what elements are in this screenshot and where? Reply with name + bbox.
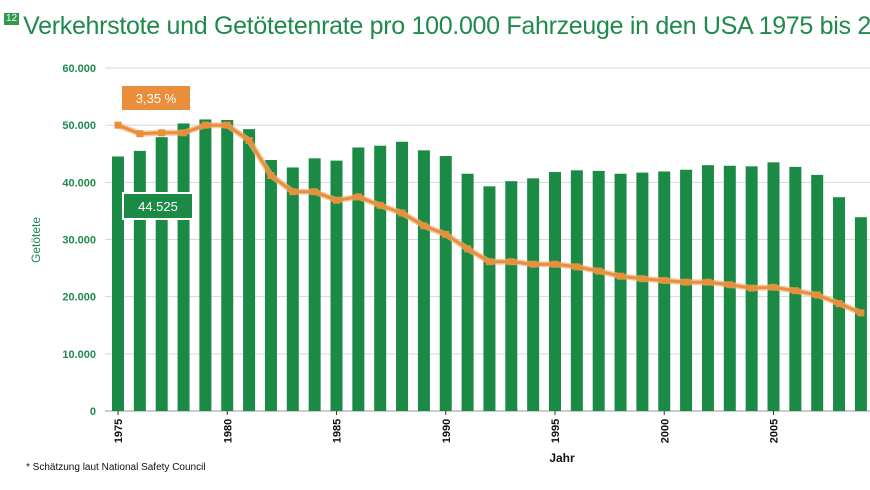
y-tick-label: 0: [90, 406, 96, 418]
bar: [199, 119, 212, 411]
bar: [221, 120, 234, 411]
x-tick-label: 1995: [550, 419, 562, 443]
rate-point: [726, 281, 734, 289]
rate-point: [267, 172, 275, 180]
chart-title: Verkehrstote und Getötetenrate pro 100.0…: [23, 12, 870, 40]
bar: [549, 172, 561, 411]
bar-callout-box: [122, 192, 194, 220]
bar: [636, 172, 649, 411]
rate-point: [813, 291, 821, 299]
rate-point: [201, 121, 209, 129]
rate-point: [245, 137, 253, 145]
x-tick-label: 2005: [769, 419, 781, 443]
bar-callout-label: 44.525: [138, 199, 178, 214]
rate-point: [289, 188, 297, 196]
rate-point: [770, 283, 777, 291]
rate-point: [529, 260, 537, 268]
bar: [112, 156, 124, 411]
rate-callout-box: [122, 86, 190, 110]
bar: [505, 181, 518, 411]
x-tick-label: 1975: [113, 419, 125, 443]
rate-point: [551, 260, 559, 268]
bar: [439, 156, 452, 411]
rate-point: [333, 196, 340, 204]
rate-point: [704, 278, 712, 286]
rate-point: [573, 263, 581, 271]
rate-point: [835, 299, 843, 307]
bar: [592, 170, 605, 411]
title-row: 12 Verkehrstote und Getötetenrate pro 10…: [4, 8, 870, 48]
rate-callout-label: 3,35 %: [136, 91, 177, 106]
bar: [614, 173, 627, 411]
bar: [701, 165, 714, 411]
rate-point: [398, 209, 406, 217]
x-tick-label: 1990: [441, 419, 453, 443]
rate-point: [638, 275, 646, 283]
rate-point: [595, 267, 603, 275]
bar: [570, 170, 583, 411]
bar: [680, 169, 693, 411]
bar: [658, 171, 671, 411]
y-tick-label: 10.000: [62, 349, 96, 361]
bar: [155, 137, 168, 411]
bar: [527, 178, 540, 411]
x-tick-label: 1980: [222, 419, 234, 443]
axis-ticks: 0 10.000 20.000 30.000 40.000 50.000 60.000 197…: [62, 63, 780, 443]
bar: [483, 186, 496, 411]
y-tick-label: 60.000: [62, 63, 96, 75]
rate-point: [376, 201, 384, 209]
rate-point: [660, 276, 668, 284]
rate-point: [420, 222, 428, 230]
rate-point: [158, 129, 166, 137]
bar: [417, 150, 430, 411]
rate-point: [442, 230, 450, 238]
bar: [133, 150, 146, 411]
rate-point: [136, 130, 144, 138]
bar: [264, 160, 277, 411]
rate-point: [354, 193, 362, 201]
y-tick-label: 50.000: [62, 120, 96, 132]
rate-point: [223, 121, 231, 129]
rate-point: [180, 129, 188, 137]
bar: [396, 141, 409, 411]
bar: [330, 160, 343, 411]
bar: [286, 167, 299, 411]
bar: [243, 129, 256, 411]
rate-point: [617, 272, 625, 280]
rate-point: [114, 121, 122, 129]
rate-point: [485, 258, 493, 266]
bar-series: [112, 119, 867, 412]
rate-point: [857, 309, 865, 317]
y-tick-label: 20.000: [62, 292, 96, 304]
y-tick-label: 40.000: [62, 177, 96, 189]
rate-point: [791, 287, 799, 295]
footnote: * Schätzung laut National Safety Council: [26, 462, 206, 473]
rate-point: [682, 278, 690, 286]
x-tick-label: 1985: [332, 419, 344, 443]
rate-point: [311, 188, 319, 196]
bar: [723, 165, 736, 411]
figure-number-badge: 12: [4, 13, 20, 25]
bar: [177, 123, 190, 412]
y-axis-title: Getötete: [29, 217, 43, 263]
rate-point: [748, 284, 756, 292]
bar: [374, 145, 387, 411]
rate-point: [464, 245, 472, 253]
bar: [308, 158, 321, 411]
rate-point: [507, 258, 515, 266]
y-tick-label: 30.000: [62, 235, 96, 247]
x-axis-title: Jahr: [549, 451, 575, 465]
bar: [461, 173, 474, 411]
line-series: [114, 121, 865, 317]
callouts: 3,35 % 44.525: [122, 86, 194, 220]
x-tick-label: 2000: [659, 419, 671, 443]
bar: [352, 147, 365, 411]
